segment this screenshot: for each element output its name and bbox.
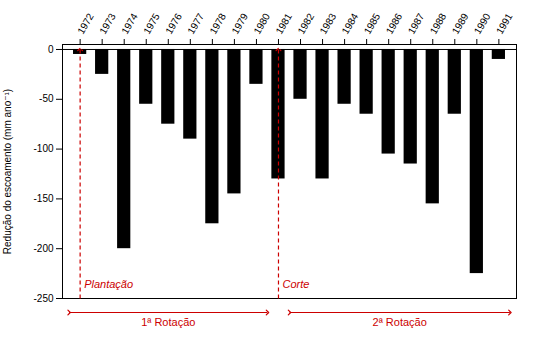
- svg-text:1986: 1986: [384, 11, 405, 36]
- svg-text:1983: 1983: [318, 11, 339, 36]
- svg-text:1985: 1985: [362, 11, 383, 36]
- svg-text:1978: 1978: [207, 11, 228, 36]
- svg-text:0: 0: [48, 44, 54, 55]
- svg-text:1974: 1974: [119, 11, 140, 36]
- svg-text:1987: 1987: [406, 11, 427, 36]
- svg-text:1ª Rotação: 1ª Rotação: [141, 316, 195, 328]
- svg-text:1977: 1977: [185, 11, 206, 36]
- svg-text:-200: -200: [33, 243, 53, 254]
- svg-text:1976: 1976: [163, 11, 184, 36]
- svg-text:Plantação: Plantação: [84, 278, 133, 290]
- svg-text:1980: 1980: [251, 11, 272, 36]
- svg-text:1990: 1990: [472, 11, 493, 36]
- svg-text:-100: -100: [33, 143, 53, 154]
- svg-text:Redução do escoamento (mm ano⁻: Redução do escoamento (mm ano⁻¹): [2, 89, 13, 254]
- svg-text:1991: 1991: [494, 11, 515, 36]
- svg-text:1979: 1979: [229, 11, 250, 36]
- svg-text:1972: 1972: [75, 11, 96, 36]
- svg-text:1988: 1988: [428, 11, 449, 36]
- svg-text:1975: 1975: [141, 11, 162, 36]
- svg-text:Corte: Corte: [282, 278, 309, 290]
- svg-text:-150: -150: [33, 193, 53, 204]
- svg-text:1981: 1981: [273, 11, 294, 36]
- svg-text:1989: 1989: [450, 11, 471, 36]
- svg-text:2ª Rotação: 2ª Rotação: [373, 316, 427, 328]
- svg-text:-50: -50: [39, 93, 54, 104]
- svg-text:1984: 1984: [340, 11, 361, 36]
- svg-text:1973: 1973: [97, 11, 118, 36]
- svg-text:1982: 1982: [295, 11, 316, 36]
- svg-text:-250: -250: [33, 293, 53, 304]
